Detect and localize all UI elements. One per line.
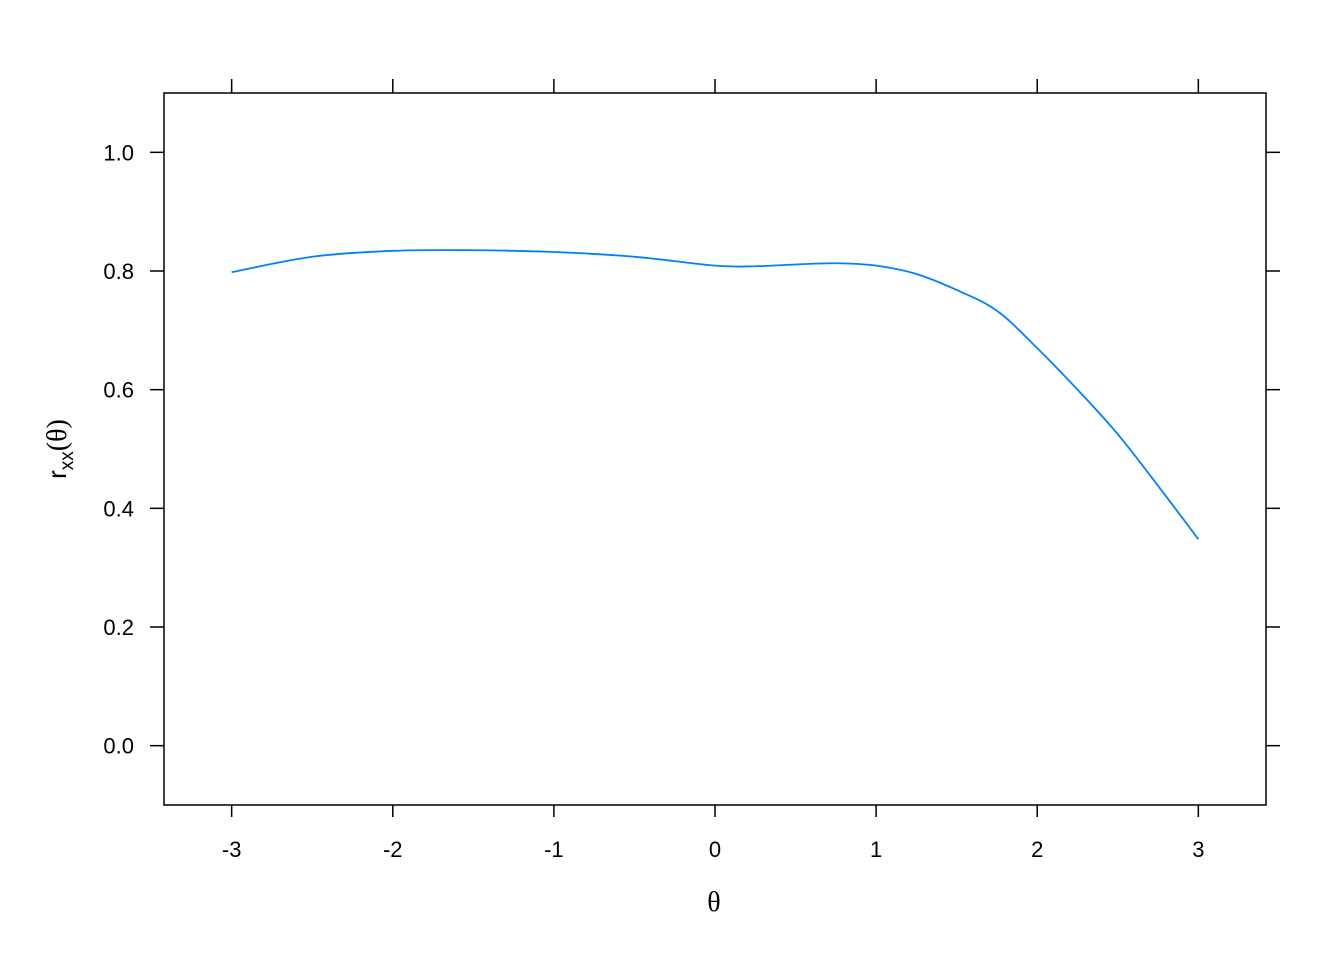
x-tick-label: -2 [383,837,403,862]
x-tick-label: 3 [1192,837,1204,862]
svg-text:rxx(θ): rxx(θ) [42,419,78,479]
y-tick-label: 1.0 [103,140,134,165]
x-tick-label: 1 [870,837,882,862]
y-tick-label: 0.8 [103,259,134,284]
y-label-sub: xx [57,451,78,471]
plot-frame [163,92,1267,806]
x-tick-label: 0 [709,837,721,862]
y-tick-label: 0.2 [103,615,134,640]
x-tick-label: -3 [222,837,242,862]
y-label-main: r [42,470,72,479]
x-tick-label: -1 [544,837,564,862]
y-label-tail: (θ) [42,419,73,451]
x-axis-label: θ [707,887,720,918]
y-axis-label: rxx(θ) [42,419,78,479]
y-tick-label: 0.4 [103,496,134,521]
x-tick-label: 2 [1031,837,1043,862]
y-tick-label: 0.0 [103,734,134,759]
series-line [231,249,1200,540]
y-tick-label: 0.6 [103,378,134,403]
